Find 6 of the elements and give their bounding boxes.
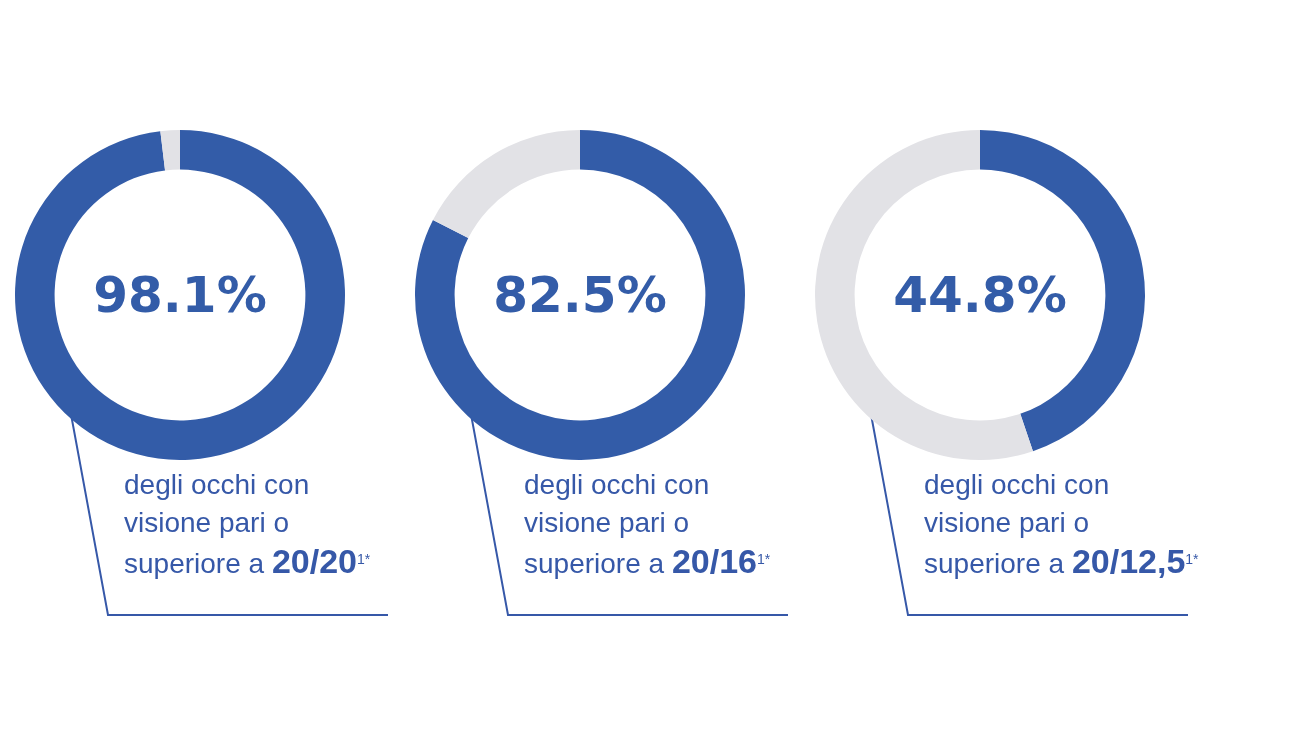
- text: degli occhi con visione pari o superiore a 20/20$^{1*}$: [124, 468, 371, 582]
- text: 98.1%: [93, 266, 267, 324]
- text: 44.8%: [893, 266, 1067, 324]
- text: degli occhi con visione pari o superiore a 20/12,5$^{1*}$: [924, 468, 1199, 582]
- text: 82.5%: [493, 266, 667, 324]
- text: degli occhi con visione pari o superiore a 20/16$^{1*}$: [524, 468, 771, 582]
